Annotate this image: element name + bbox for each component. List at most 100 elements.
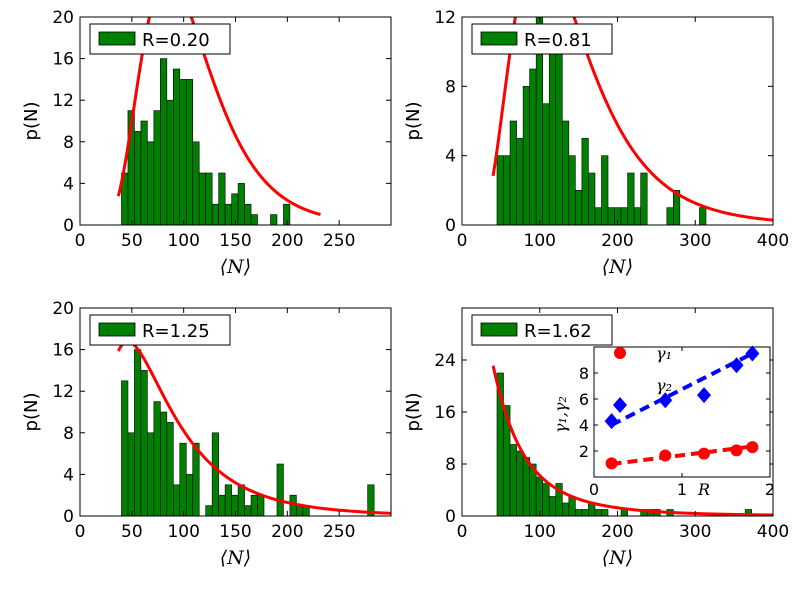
histogram-bar [535, 476, 544, 516]
histogram-bar [522, 457, 530, 516]
histogram-bar [205, 505, 213, 516]
histogram-bar [179, 442, 187, 516]
histogram-bar [231, 494, 239, 516]
histogram-bar [568, 496, 576, 516]
histogram-bar [581, 138, 589, 225]
histogram-bar [561, 120, 570, 225]
y-tick-label: 8 [445, 455, 456, 475]
histogram-bar [192, 141, 200, 225]
inset-y-tick-label: 6 [579, 390, 589, 409]
histogram-bar [270, 214, 278, 225]
inset-x-tick-label: 1 [677, 480, 687, 499]
histogram-bar [627, 172, 635, 225]
histogram-bars [121, 349, 375, 516]
inset-legend-label: γ₂ [656, 376, 672, 395]
histogram-bar [166, 422, 174, 516]
legend: R=1.62 [471, 314, 613, 346]
inset-y-axis-label: γ₁,γ₂ [551, 396, 570, 433]
inset-x-tick-label: 2 [765, 480, 775, 499]
histogram-bar [160, 411, 168, 516]
y-tick-label: 0 [445, 507, 456, 527]
histogram-bar [276, 463, 284, 516]
histogram-bar [250, 214, 258, 225]
histogram-bar [542, 103, 550, 225]
x-tick-label: 200 [601, 231, 633, 251]
histogram-bar [509, 120, 517, 225]
x-tick-label: 0 [75, 522, 86, 542]
histogram-bar [581, 509, 589, 516]
histogram-bar [250, 494, 258, 516]
y-tick-label: 4 [445, 147, 456, 167]
histogram-bar [224, 203, 232, 225]
histogram-bar [147, 141, 155, 225]
histogram-bar [160, 58, 168, 225]
y-axis-label: p(N) [21, 102, 42, 141]
y-tick-label: 4 [63, 174, 74, 194]
histogram-bar [548, 34, 557, 225]
histogram-bar [211, 432, 219, 516]
y-axis-label: p(N) [403, 102, 424, 141]
x-tick-label: 200 [271, 231, 303, 251]
inset-point [729, 357, 744, 374]
inset-x-tick-label: 0 [589, 480, 599, 499]
histogram-bar [224, 484, 232, 516]
y-tick-label: 16 [434, 403, 456, 423]
y-tick-label: 16 [52, 341, 74, 361]
histogram-bar [555, 483, 563, 516]
x-tick-label: 100 [524, 522, 556, 542]
histogram-bar [237, 183, 245, 225]
histogram-bar [198, 172, 206, 225]
legend: R=0.81 [471, 23, 613, 55]
histogram-bar [192, 442, 200, 516]
histogram-bar [218, 494, 226, 516]
inset-chart: 0 1 2 2 4 6 8 Rγ₁,γ₂ γ₁ γ₂ [551, 344, 775, 499]
histogram-bar [588, 172, 596, 225]
histogram-bars [496, 17, 707, 225]
legend-swatch [98, 322, 136, 337]
histogram-bar [522, 86, 530, 225]
inset-fit-line [611, 444, 753, 466]
histogram-bar [244, 203, 252, 225]
histogram-bar [516, 450, 524, 516]
x-tick-label: 150 [219, 522, 251, 542]
histogram-bar [185, 79, 194, 225]
histogram-bar [218, 172, 226, 225]
histogram-bar [205, 172, 213, 225]
inset-point [730, 444, 743, 457]
legend-swatch [480, 322, 518, 337]
x-tick-label: 100 [167, 522, 199, 542]
legend-label: R=0.20 [142, 30, 210, 51]
histogram-bar [640, 172, 648, 225]
y-tick-label: 12 [52, 91, 74, 111]
histogram-bar [185, 474, 194, 516]
histogram-bar [496, 155, 504, 225]
x-tick-label: 300 [679, 522, 711, 542]
y-tick-label: 8 [63, 133, 74, 153]
x-tick-label: 200 [271, 522, 303, 542]
inset-point [746, 441, 759, 454]
histogram-bar [179, 79, 187, 225]
histogram-bar [231, 193, 239, 225]
x-tick-label: 50 [121, 522, 143, 542]
histogram-bar [147, 432, 155, 516]
inset-legend-label: γ₁ [656, 344, 672, 363]
inset-point [697, 387, 711, 404]
histogram-bar [568, 155, 576, 225]
histogram-bar [633, 207, 641, 225]
histogram-bar [140, 120, 148, 225]
inset-point [605, 457, 618, 470]
y-tick-label: 16 [52, 50, 74, 70]
legend-label: R=1.62 [524, 321, 592, 342]
histogram-bar [548, 496, 557, 516]
y-tick-label: 0 [445, 216, 456, 236]
x-tick-label: 0 [457, 231, 468, 251]
x-tick-label: 300 [679, 231, 711, 251]
x-axis-label: ⟨N⟩ [602, 256, 633, 278]
histogram-bar [575, 190, 583, 225]
inset-point [659, 449, 672, 462]
histogram-bar [296, 505, 304, 516]
chart-panel-3: 0 50 100 150 200 250 0 4 8 12 16 20 p(N) ⟨N⟩ R=1.25 [21, 299, 392, 569]
histogram-bar [607, 207, 615, 225]
histogram-bar [153, 401, 161, 516]
